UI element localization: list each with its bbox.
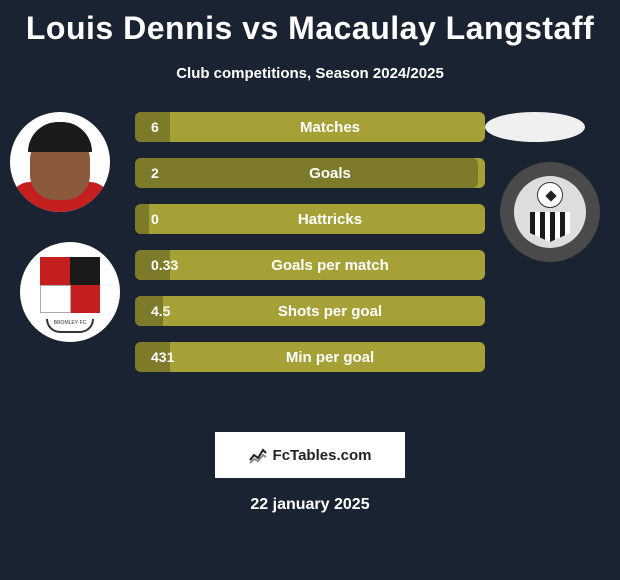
club-right-crest — [500, 162, 600, 262]
stat-bar: 2Goals — [135, 158, 485, 188]
stat-value: 431 — [135, 349, 235, 365]
stat-bar: 0Hattricks — [135, 204, 485, 234]
page-title: Louis Dennis vs Macaulay Langstaff — [0, 0, 620, 47]
branding-text: FcTables.com — [273, 447, 372, 464]
stat-bar: 431Min per goal — [135, 342, 485, 372]
date-label: 22 january 2025 — [0, 496, 620, 514]
stat-bars: 6Matches 2Goals 0Hattricks 0.33Goals per ma… — [135, 112, 485, 388]
stat-label: Goals — [235, 165, 485, 182]
fctables-logo-icon — [249, 446, 267, 464]
player-right-avatar — [485, 112, 585, 142]
stat-label: Matches — [235, 119, 485, 136]
subtitle: Club competitions, Season 2024/2025 — [0, 65, 620, 82]
stat-bar: 6Matches — [135, 112, 485, 142]
club-left-crest: BROMLEY·FC — [20, 242, 120, 342]
stat-value: 6 — [135, 119, 235, 135]
stat-value: 4.5 — [135, 303, 235, 319]
player-left-avatar — [10, 112, 110, 212]
comparison-chart: BROMLEY·FC 6Matches2Goals0Hattricks0.33G… — [0, 112, 620, 412]
stat-label: Hattricks — [235, 211, 485, 228]
stat-value: 0 — [135, 211, 235, 227]
stat-value: 2 — [135, 165, 235, 181]
stat-label: Min per goal — [235, 349, 485, 366]
stat-label: Shots per goal — [235, 303, 485, 320]
branding-badge: FcTables.com — [215, 432, 405, 478]
stat-bar: 0.33Goals per match — [135, 250, 485, 280]
stat-bar: 4.5Shots per goal — [135, 296, 485, 326]
stat-label: Goals per match — [235, 257, 485, 274]
stat-value: 0.33 — [135, 257, 235, 273]
